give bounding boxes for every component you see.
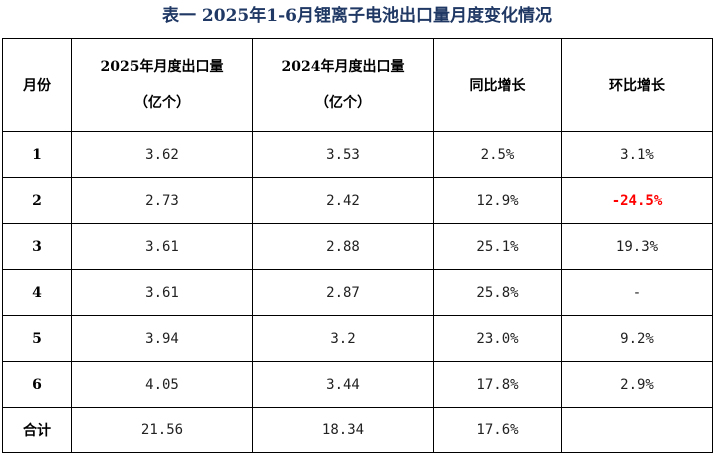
cell-month: 1 xyxy=(2,131,72,178)
header-2024-label: 2024年月度出口量 xyxy=(281,59,405,75)
cell-2025: 3.61 xyxy=(71,223,253,270)
total-2025: 21.56 xyxy=(71,407,253,453)
total-row: 合计 21.56 18.34 17.6% xyxy=(2,407,713,453)
total-label: 合计 xyxy=(2,407,72,453)
cell-2024: 2.88 xyxy=(252,223,434,270)
cell-yoy: 17.8% xyxy=(433,361,562,408)
table-row: 4 3.61 2.87 25.8% - xyxy=(2,269,713,316)
cell-2025: 2.73 xyxy=(71,177,253,224)
table-title: 表一 2025年1-6月锂离子电池出口量月度变化情况 xyxy=(162,6,552,26)
header-yoy: 同比增长 xyxy=(433,38,562,132)
table-row: 6 4.05 3.44 17.8% 2.9% xyxy=(2,361,713,408)
cell-month: 5 xyxy=(2,315,72,362)
cell-month: 6 xyxy=(2,361,72,408)
cell-2025: 3.61 xyxy=(71,269,253,316)
total-mom xyxy=(561,407,713,453)
table-row: 3 3.61 2.88 25.1% 19.3% xyxy=(2,223,713,270)
cell-2024: 3.2 xyxy=(252,315,434,362)
cell-month: 2 xyxy=(2,177,72,224)
cell-mom: 2.9% xyxy=(561,361,713,408)
cell-2025: 4.05 xyxy=(71,361,253,408)
header-2025-unit: （亿个） xyxy=(134,95,190,111)
cell-mom: 9.2% xyxy=(561,315,713,362)
cell-mom: 19.3% xyxy=(561,223,713,270)
header-2024: 2024年月度出口量 （亿个） xyxy=(252,38,434,132)
cell-2024: 2.42 xyxy=(252,177,434,224)
cell-yoy: 25.8% xyxy=(433,269,562,316)
header-2024-unit: （亿个） xyxy=(315,95,371,111)
cell-mom: 3.1% xyxy=(561,131,713,178)
cell-mom-negative: -24.5% xyxy=(561,177,713,224)
cell-yoy: 25.1% xyxy=(433,223,562,270)
cell-yoy: 2.5% xyxy=(433,131,562,178)
table-row: 1 3.62 3.53 2.5% 3.1% xyxy=(2,131,713,178)
header-month: 月份 xyxy=(2,38,72,132)
export-table: 月份 2025年月度出口量 （亿个） 2024年月度出口量 （亿个） 同比增长 … xyxy=(2,38,713,453)
header-2025-label: 2025年月度出口量 xyxy=(100,59,224,75)
cell-month: 4 xyxy=(2,269,72,316)
header-row: 月份 2025年月度出口量 （亿个） 2024年月度出口量 （亿个） 同比增长 … xyxy=(2,38,713,132)
cell-mom: - xyxy=(561,269,713,316)
table-row: 5 3.94 3.2 23.0% 9.2% xyxy=(2,315,713,362)
table-row: 2 2.73 2.42 12.9% -24.5% xyxy=(2,177,713,224)
total-yoy: 17.6% xyxy=(433,407,562,453)
cell-2025: 3.62 xyxy=(71,131,253,178)
cell-yoy: 23.0% xyxy=(433,315,562,362)
total-2024: 18.34 xyxy=(252,407,434,453)
cell-yoy: 12.9% xyxy=(433,177,562,224)
header-2025: 2025年月度出口量 （亿个） xyxy=(71,38,253,132)
cell-2025: 3.94 xyxy=(71,315,253,362)
cell-month: 3 xyxy=(2,223,72,270)
header-mom: 环比增长 xyxy=(561,38,713,132)
cell-2024: 2.87 xyxy=(252,269,434,316)
cell-2024: 3.44 xyxy=(252,361,434,408)
cell-2024: 3.53 xyxy=(252,131,434,178)
